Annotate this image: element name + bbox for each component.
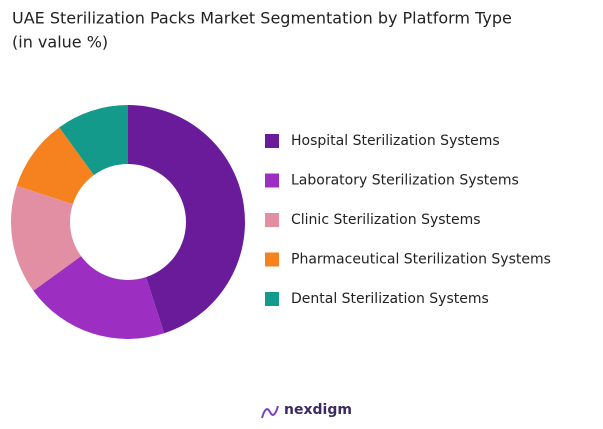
legend-swatch — [265, 173, 279, 188]
legend-swatch — [265, 252, 279, 267]
logo-icon — [261, 405, 279, 419]
legend-label: Dental Sterilization Systems — [291, 291, 489, 307]
donut-segment — [33, 256, 165, 340]
legend-swatch — [265, 292, 279, 306]
donut-segment — [11, 185, 82, 291]
logo: nexdigm — [284, 402, 352, 418]
legend-label: Hospital Sterilization Systems — [291, 133, 500, 149]
legend-swatch — [265, 213, 279, 227]
legend-label: Pharmaceutical Sterilization Systems — [291, 252, 551, 268]
donut-segment — [16, 127, 94, 205]
legend-label: Laboratory Sterilization Systems — [291, 173, 519, 189]
legend-label: Clinic Sterilization Systems — [291, 212, 481, 228]
donut-segment — [59, 105, 128, 176]
legend-swatch — [265, 134, 279, 148]
donut-segment — [128, 105, 246, 334]
chart-title: UAE Sterilization Packs Market Segmentat… — [12, 9, 512, 28]
chart-subtitle: (in value %) — [12, 33, 108, 52]
